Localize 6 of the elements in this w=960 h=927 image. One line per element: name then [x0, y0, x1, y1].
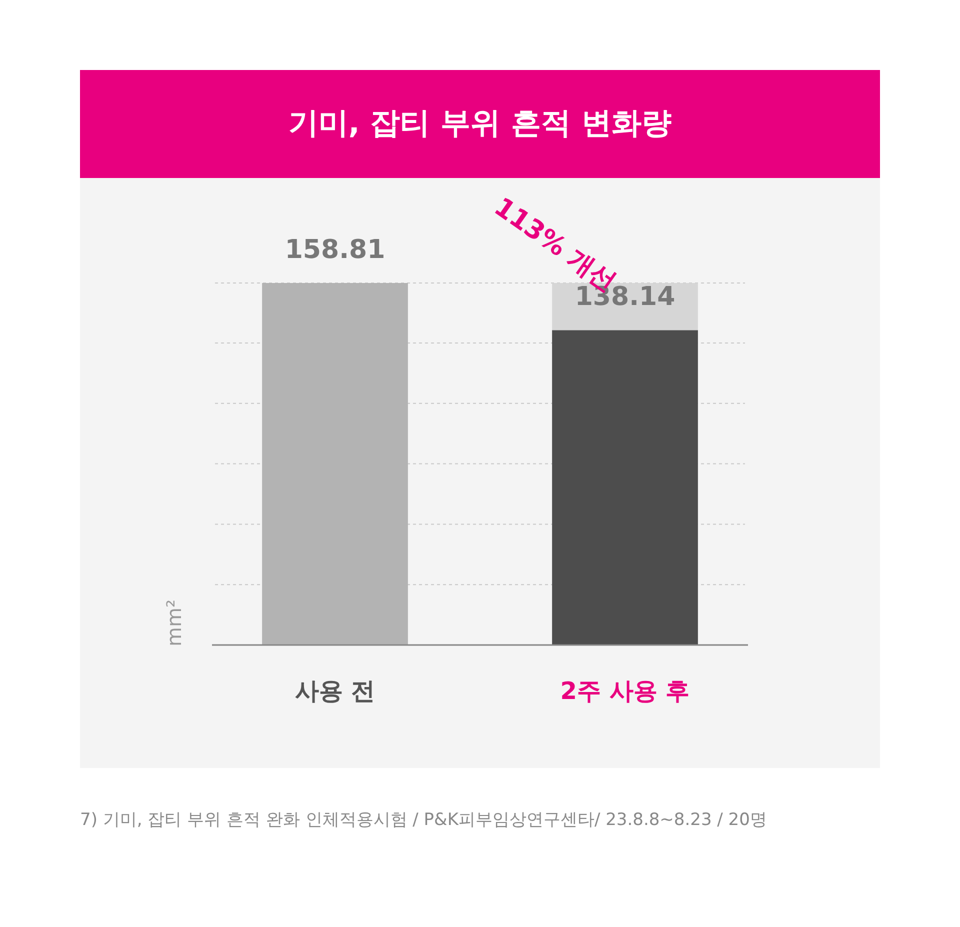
chart-title: 기미, 잡티 부위 흔적 변화량 [288, 106, 672, 141]
text: 7) 기미, 잡티 부위 흔적 완화 인체적용시험 / P&K피부임상연구센타/ 23.8.8~8.23 / 20명 [80, 810, 767, 830]
x-tick-label: 사용 전 [294, 677, 376, 705]
data-label: 158.81 [284, 235, 386, 265]
x-tick-label: 2주 사용 후 [560, 677, 690, 705]
y-axis-title: mm² [162, 600, 186, 646]
